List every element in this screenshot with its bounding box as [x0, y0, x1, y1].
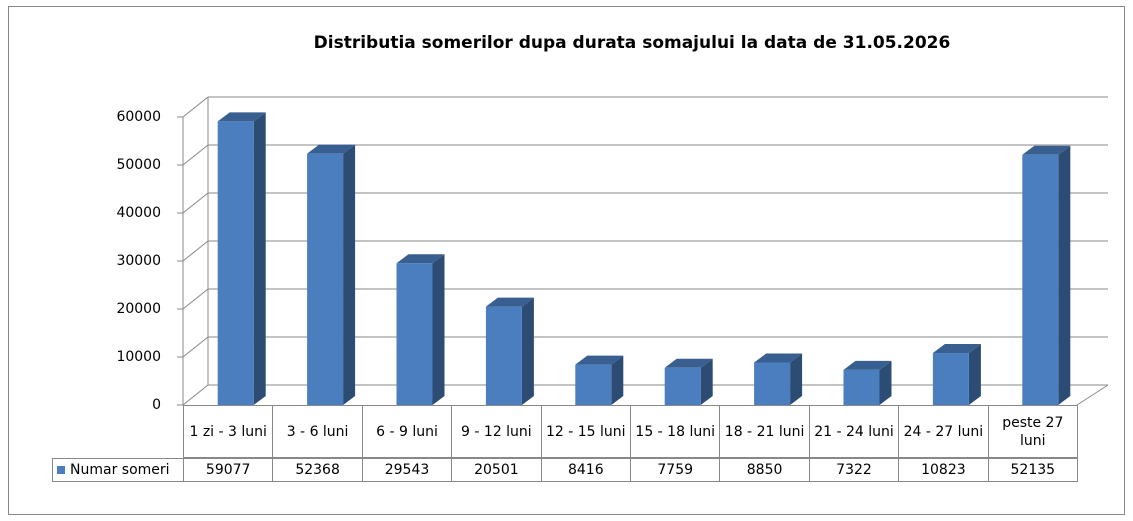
table-value: 59077 [183, 458, 274, 482]
bar [754, 362, 791, 405]
grid-slant [182, 192, 209, 214]
y-tick-label: 50000 [116, 157, 161, 173]
bar [932, 353, 969, 405]
grid-slant [182, 384, 209, 406]
bar-top [1022, 145, 1071, 155]
bar [843, 369, 880, 405]
x-tick-label: peste 27 luni [987, 405, 1078, 458]
y-tick-label: 10000 [116, 349, 161, 365]
grid-slant [182, 144, 209, 166]
bar-side [343, 144, 356, 405]
table-value: 52368 [272, 458, 363, 482]
table-value: 7322 [808, 458, 900, 482]
bar [307, 153, 344, 405]
bar-top [575, 355, 624, 365]
legend-label: Numar someri [70, 462, 170, 478]
y-tick-label: 40000 [116, 205, 161, 221]
bar-side [879, 360, 892, 405]
bar-side [1058, 145, 1071, 405]
legend-cell: Numar someri [52, 458, 184, 482]
bar-top [485, 297, 534, 307]
x-tick-label: 9 - 12 luni [451, 405, 542, 458]
bar [1022, 154, 1059, 405]
table-value: 52135 [987, 458, 1078, 482]
bar-top [307, 144, 356, 154]
x-tick-label: 24 - 27 luni [898, 405, 989, 458]
bar [485, 306, 522, 405]
chart-title: Distributia somerilor dupa durata somaju… [314, 33, 951, 53]
x-tick-label: 12 - 15 luni [540, 405, 631, 458]
bar-top [664, 358, 713, 368]
bar-side [790, 353, 803, 405]
bar [575, 364, 612, 405]
table-value: 8850 [719, 458, 810, 482]
bar [396, 263, 433, 405]
bar-side [700, 358, 713, 405]
bar-side [611, 355, 624, 405]
x-tick-label: 15 - 18 luni [630, 405, 721, 458]
floor-edge [1076, 384, 1109, 406]
grid-slant [182, 96, 209, 118]
table-value: 10823 [898, 458, 989, 482]
table-value: 7759 [630, 458, 721, 482]
bar-top [932, 344, 981, 354]
bar [664, 367, 701, 405]
y-tick-label: 30000 [116, 253, 161, 269]
x-tick-label: 18 - 21 luni [719, 405, 810, 458]
bar-side [968, 344, 981, 405]
bar-side [432, 254, 445, 405]
y-tick-label: 60000 [116, 109, 161, 125]
x-tick-label: 1 zi - 3 luni [183, 405, 274, 458]
x-tick-label: 3 - 6 luni [272, 405, 363, 458]
chart-border [8, 6, 1125, 515]
bar-top [217, 112, 266, 122]
grid-slant [182, 336, 209, 358]
x-tick-label: 6 - 9 luni [361, 405, 453, 458]
y-tick-label: 0 [152, 397, 161, 413]
grid-slant [182, 240, 209, 262]
bar-side [521, 297, 534, 405]
legend-key [57, 466, 65, 474]
x-tick-label: 21 - 24 luni [808, 405, 900, 458]
table-value: 20501 [451, 458, 542, 482]
y-tick-label: 20000 [116, 301, 161, 317]
table-value: 29543 [361, 458, 453, 482]
bar [217, 121, 254, 406]
bar-side [253, 112, 266, 406]
bar-top [754, 353, 803, 363]
grid-slant [182, 288, 209, 310]
table-value: 8416 [540, 458, 631, 482]
bar-top [396, 254, 445, 264]
bar-top [843, 360, 892, 370]
